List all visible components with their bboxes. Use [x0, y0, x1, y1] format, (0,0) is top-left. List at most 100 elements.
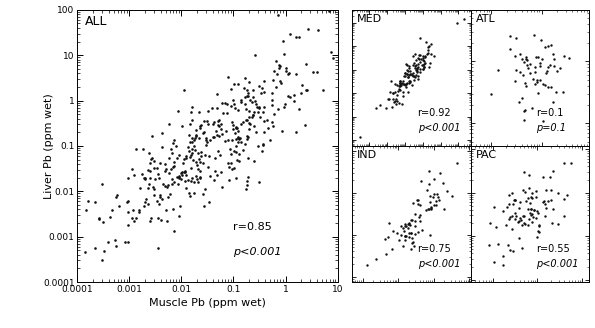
Point	[202, 118, 212, 123]
Point	[80, 250, 89, 255]
Point	[533, 90, 543, 95]
Text: p<0.001: p<0.001	[536, 259, 578, 269]
Point	[540, 82, 550, 87]
Point	[405, 72, 414, 77]
Point	[540, 202, 549, 207]
Point	[214, 118, 223, 123]
Point	[187, 135, 196, 140]
Point	[505, 216, 514, 221]
Point	[248, 114, 257, 120]
Point	[268, 90, 277, 95]
Point	[168, 206, 178, 211]
Point	[528, 76, 538, 81]
Point	[405, 66, 414, 71]
Point	[402, 80, 412, 85]
Point	[243, 155, 252, 160]
Point	[184, 133, 193, 138]
Point	[413, 55, 422, 60]
Point	[522, 63, 531, 68]
Point	[415, 59, 425, 65]
Point	[515, 52, 524, 57]
Point	[418, 56, 427, 61]
Point	[169, 164, 178, 169]
Point	[169, 228, 178, 234]
Point	[180, 178, 190, 184]
Point	[274, 12, 283, 17]
Point	[129, 207, 138, 213]
Point	[178, 170, 187, 175]
Point	[231, 176, 240, 181]
Point	[519, 117, 528, 123]
Point	[198, 191, 208, 196]
Point	[412, 67, 421, 72]
Point	[198, 130, 208, 135]
Point	[187, 118, 196, 123]
Point	[231, 150, 241, 155]
Point	[533, 208, 542, 214]
Point	[292, 130, 301, 135]
Point	[245, 121, 255, 127]
Text: MED: MED	[357, 14, 383, 24]
Point	[162, 185, 171, 190]
Point	[515, 215, 525, 220]
Point	[434, 197, 443, 202]
Point	[547, 197, 556, 202]
Point	[362, 263, 371, 268]
Point	[522, 54, 531, 59]
Point	[545, 174, 555, 180]
Point	[110, 237, 120, 243]
Point	[225, 147, 234, 152]
Point	[381, 251, 391, 256]
Point	[489, 259, 499, 264]
Point	[145, 161, 155, 166]
Point	[262, 117, 272, 122]
Point	[164, 155, 174, 160]
Point	[400, 71, 409, 76]
Point	[393, 88, 402, 93]
Point	[259, 104, 268, 110]
Point	[537, 57, 546, 62]
Point	[169, 159, 178, 165]
Point	[364, 38, 374, 43]
Point	[242, 133, 252, 139]
Point	[155, 160, 165, 166]
Point	[403, 68, 413, 73]
Point	[127, 215, 137, 220]
Point	[512, 67, 521, 72]
Point	[511, 78, 520, 84]
Point	[217, 122, 226, 127]
Point	[424, 65, 434, 70]
Point	[399, 229, 409, 234]
Point	[254, 179, 264, 185]
Point	[518, 214, 528, 219]
Point	[514, 205, 524, 210]
Point	[410, 219, 419, 224]
Point	[190, 148, 199, 153]
Point	[383, 235, 393, 240]
Point	[423, 50, 433, 55]
Point	[518, 188, 527, 193]
Point	[409, 244, 419, 249]
Point	[240, 94, 250, 100]
Point	[410, 74, 419, 79]
Point	[155, 192, 165, 197]
Point	[411, 223, 420, 229]
Point	[371, 105, 381, 110]
Point	[425, 60, 435, 65]
Point	[403, 74, 412, 79]
Point	[152, 166, 162, 171]
Point	[486, 91, 496, 96]
Point	[195, 169, 205, 174]
Point	[421, 207, 431, 212]
Point	[401, 61, 411, 66]
Point	[196, 122, 206, 128]
Point	[394, 237, 404, 242]
Point	[395, 84, 405, 89]
Point	[528, 214, 538, 219]
Point	[208, 135, 218, 140]
Point	[170, 138, 179, 143]
Point	[484, 242, 493, 248]
Point	[176, 203, 185, 208]
Point	[54, 304, 64, 310]
Text: p<0.001: p<0.001	[418, 259, 460, 269]
